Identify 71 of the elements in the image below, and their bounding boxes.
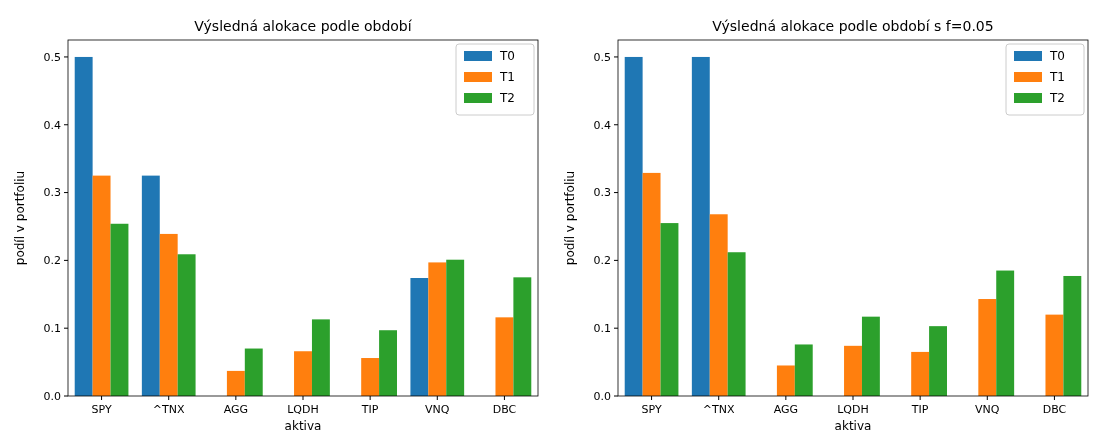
legend-label: T2 [1049, 91, 1065, 106]
y-tick-label: 0.2 [593, 254, 611, 268]
bar [1045, 314, 1064, 396]
chart-title: Výsledná alokace podle období s f=0.05 [712, 18, 994, 34]
bar [911, 351, 930, 396]
bar [244, 348, 263, 396]
x-tick-label: VNQ [975, 403, 1000, 416]
x-tick-label: TIP [360, 403, 379, 416]
y-tick-label: 0.5 [43, 50, 61, 64]
x-tick-label: SPY [641, 403, 662, 416]
bar [446, 259, 465, 396]
chart-title: Výsledná alokace podle období [194, 18, 413, 34]
y-tick-label: 0.4 [593, 118, 611, 132]
bar [311, 319, 330, 396]
bar [74, 56, 93, 396]
y-tick-label: 0.4 [43, 118, 61, 132]
bar [428, 262, 447, 396]
bar [691, 56, 710, 396]
legend-label: T1 [499, 70, 515, 85]
legend-label: T0 [499, 49, 515, 64]
x-tick-label: LQDH [287, 403, 319, 416]
bar [624, 56, 643, 396]
x-tick-label: VNQ [425, 403, 450, 416]
x-tick-label: TIP [910, 403, 929, 416]
y-axis-title: podíl v portfoliu [13, 170, 27, 266]
y-tick-label: 0.0 [593, 389, 611, 403]
y-tick-label: 0.3 [593, 186, 611, 200]
bar [929, 326, 947, 396]
bar [379, 330, 397, 396]
bar [727, 252, 746, 396]
x-tick-label: DBC [1042, 403, 1067, 416]
bar [92, 175, 111, 396]
bar [410, 278, 429, 396]
x-tick-label: LQDH [837, 403, 869, 416]
x-tick-label: AGG [223, 403, 249, 416]
bar [709, 214, 728, 396]
x-tick-label: ^TNX [702, 403, 736, 416]
bar [141, 175, 160, 396]
legend-label: T0 [1049, 49, 1065, 64]
bar [159, 233, 178, 396]
bar [1063, 275, 1082, 396]
x-tick-label: AGG [773, 403, 799, 416]
bar [844, 345, 862, 396]
bar [642, 172, 661, 396]
y-tick-label: 0.0 [43, 389, 61, 403]
legend-label: T1 [1049, 70, 1065, 85]
bar [513, 277, 532, 396]
bar [861, 316, 880, 396]
bar [776, 365, 795, 396]
y-tick-label: 0.5 [593, 50, 611, 64]
y-tick-label: 0.2 [43, 254, 61, 268]
x-tick-label: SPY [91, 403, 112, 416]
bar [226, 370, 245, 396]
bar [177, 254, 196, 396]
x-tick-label: DBC [492, 403, 517, 416]
x-axis-title: aktiva [834, 419, 872, 433]
bar [996, 270, 1015, 396]
x-axis-title: aktiva [284, 419, 322, 433]
x-tick-label: ^TNX [152, 403, 186, 416]
bar [110, 223, 129, 396]
bar [660, 223, 679, 396]
y-tick-label: 0.1 [43, 322, 61, 336]
bar [794, 344, 813, 396]
y-tick-label: 0.1 [593, 322, 611, 336]
y-tick-label: 0.3 [43, 186, 61, 200]
bar [294, 351, 312, 396]
bar [361, 358, 380, 396]
y-axis-title: podíl v portfoliu [563, 170, 577, 266]
bar [978, 299, 997, 396]
legend-label: T2 [499, 91, 515, 106]
bar [495, 317, 514, 396]
